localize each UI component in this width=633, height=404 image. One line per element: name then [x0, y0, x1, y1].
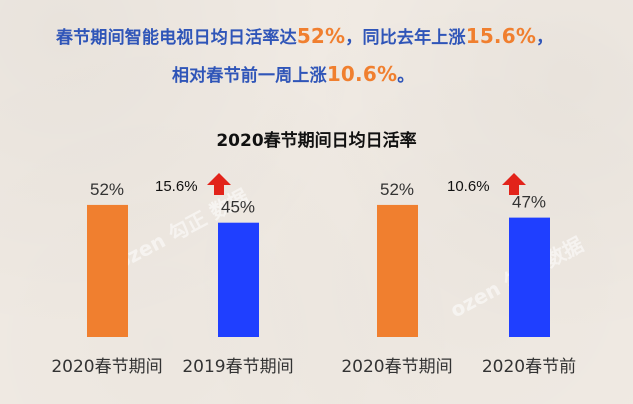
- headline-text: ，同比去年上涨: [345, 28, 466, 48]
- bar: [87, 204, 128, 337]
- headline-highlight-number: 10.6%: [326, 62, 398, 86]
- category-label: 2019春节期间: [182, 357, 293, 377]
- bar: [218, 222, 259, 337]
- category-label: 2020春节前: [482, 357, 576, 377]
- category-label: 2020春节期间: [51, 357, 162, 377]
- up-arrow-icon: [207, 173, 231, 195]
- change-label: 10.6%: [447, 178, 490, 195]
- data-label: 52%: [90, 180, 124, 199]
- data-label: 52%: [380, 180, 414, 199]
- bar: [509, 217, 550, 337]
- bar: [377, 204, 418, 337]
- headline-highlight-number: 15.6%: [465, 24, 537, 48]
- headline-line-1: 春节期间智能电视日均日活率达52%，同比去年上涨15.6%，: [56, 18, 616, 56]
- headline: 春节期间智能电视日均日活率达52%，同比去年上涨15.6%， 相对春节前一周上涨…: [56, 18, 616, 94]
- change-label: 15.6%: [155, 178, 198, 195]
- chart-title: 2020春节期间日均日活率: [216, 131, 417, 151]
- headline-text: 相对春节前一周上涨: [172, 66, 327, 86]
- data-label: 45%: [221, 198, 255, 217]
- headline-text: ，: [536, 28, 554, 48]
- headline-text: 。: [397, 66, 415, 86]
- headline-line-2: 相对春节前一周上涨10.6%。: [56, 56, 616, 94]
- headline-text: 春节期间智能电视日均日活率达: [56, 28, 297, 48]
- headline-highlight-number: 52%: [296, 24, 346, 48]
- category-label: 2020春节期间: [341, 357, 452, 377]
- up-arrow-icon: [502, 173, 526, 195]
- data-label: 47%: [512, 193, 546, 212]
